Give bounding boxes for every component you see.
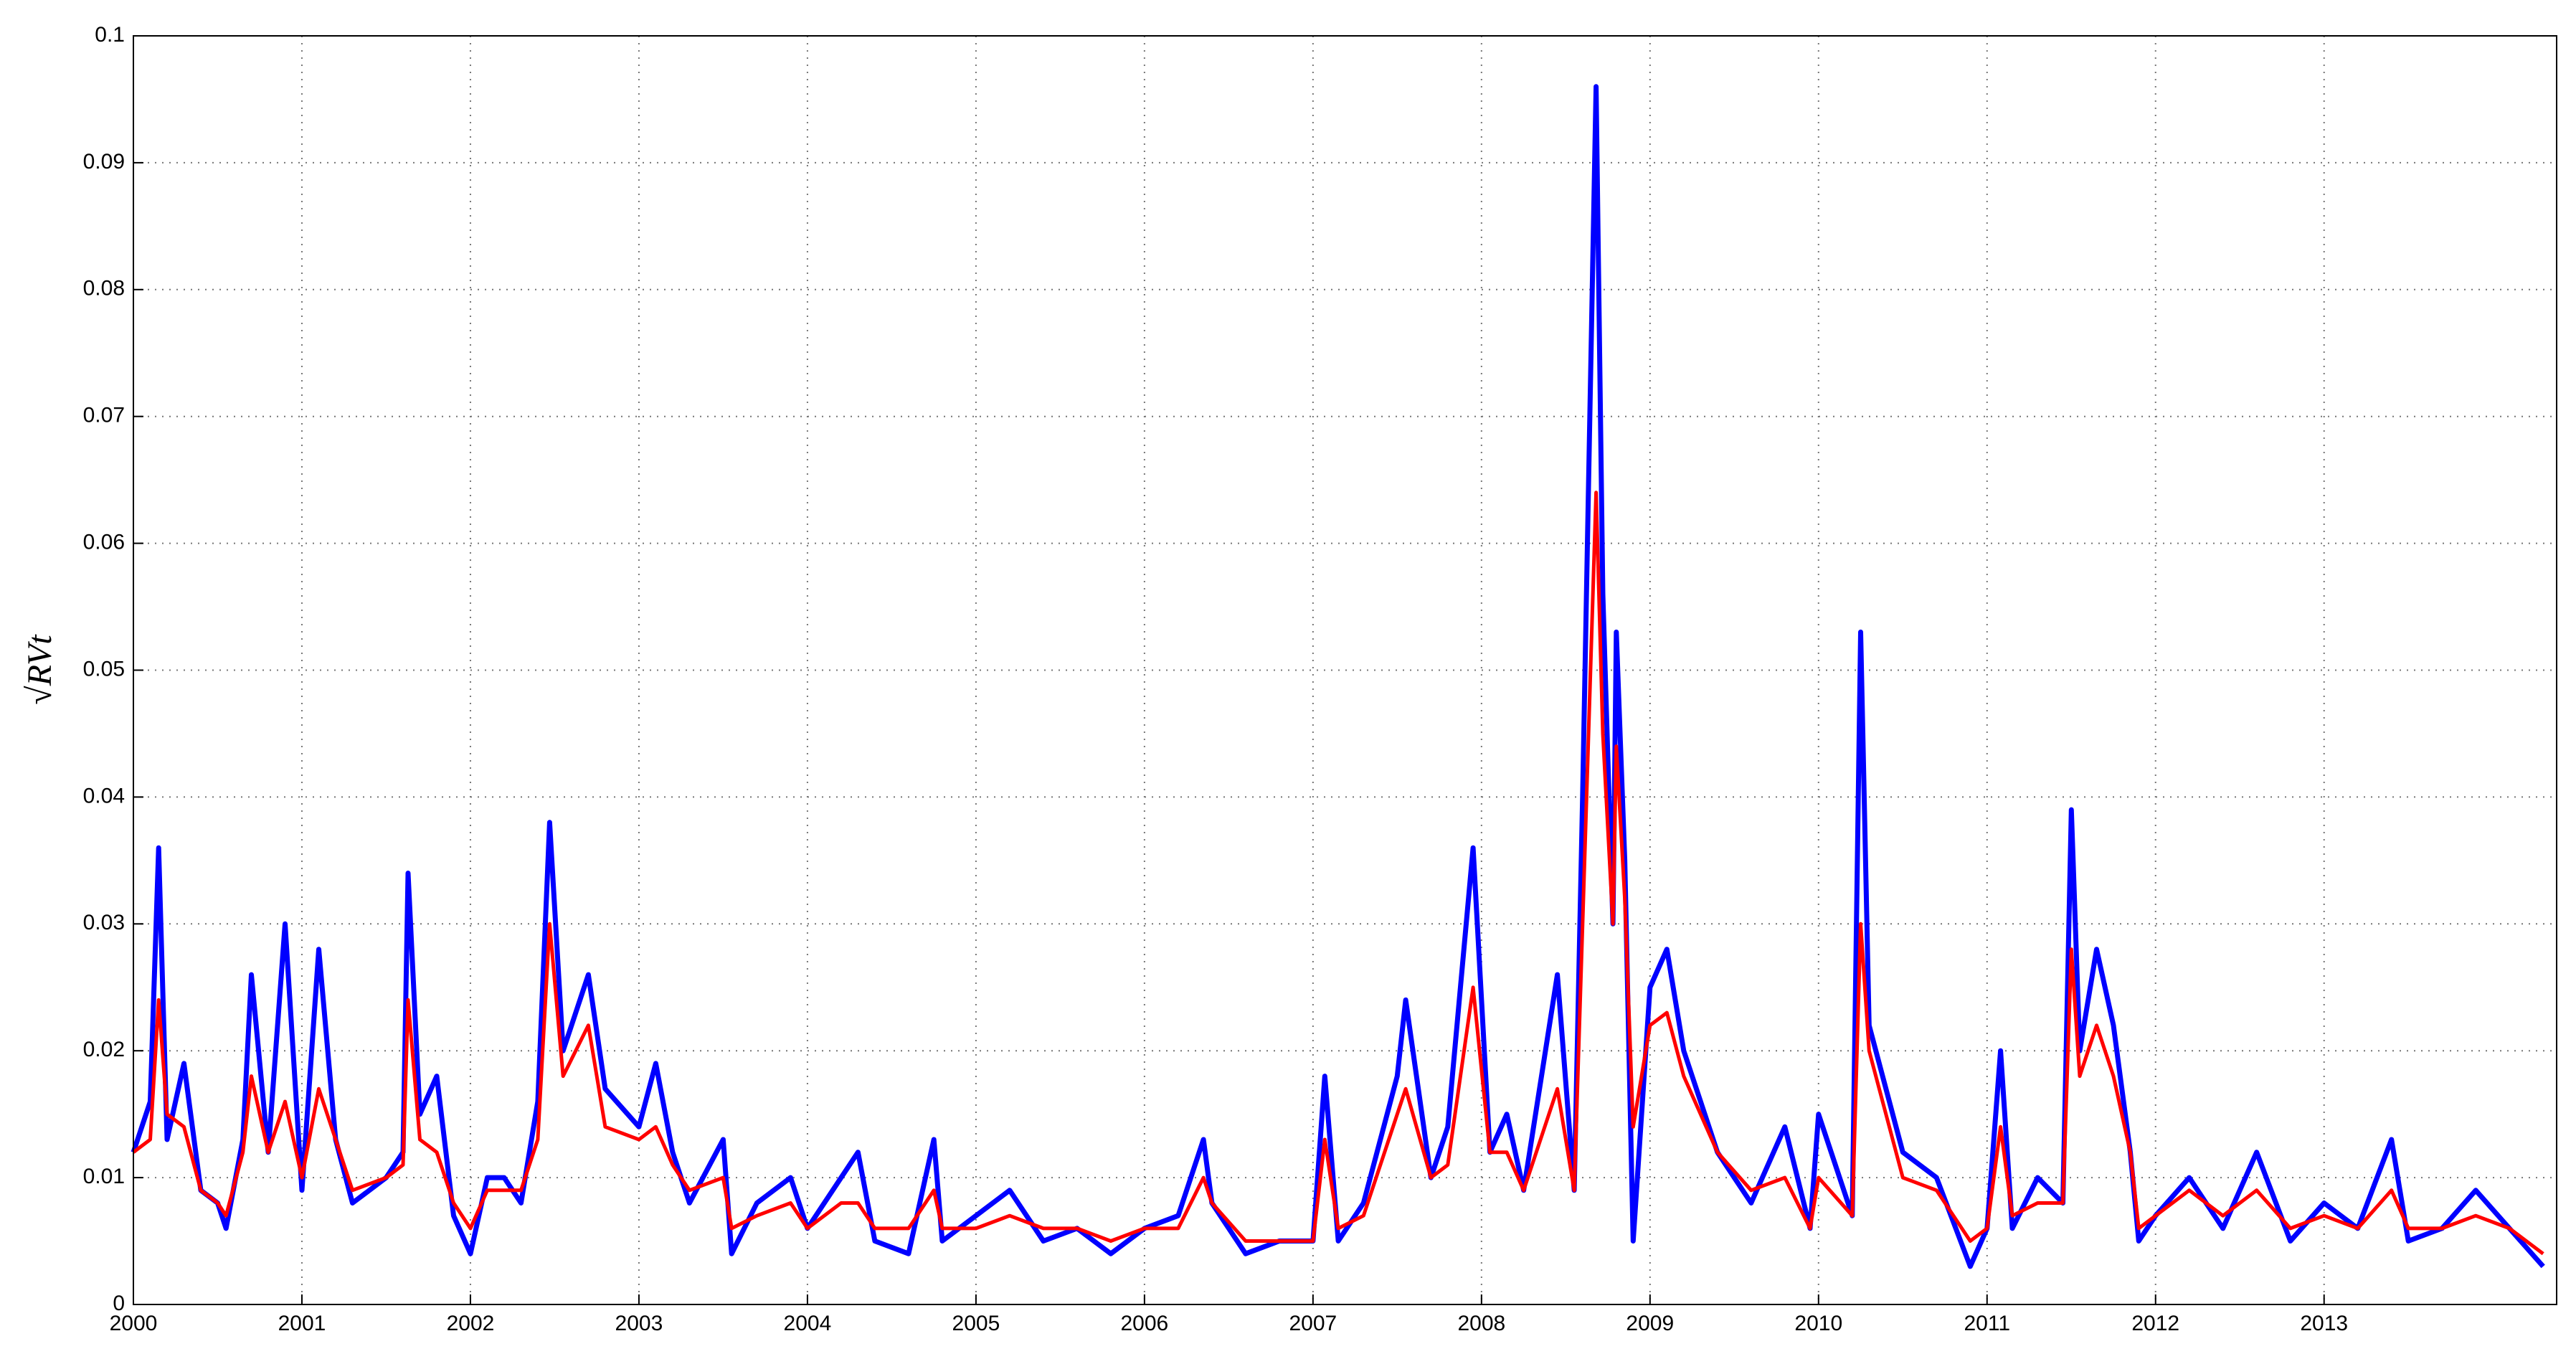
- x-tick-label: 2005: [952, 1312, 1000, 1335]
- x-tick-label: 2003: [615, 1312, 663, 1335]
- x-tick-label: 2000: [110, 1312, 158, 1335]
- x-tick-label: 2002: [447, 1312, 495, 1335]
- y-axis-label: √RVt: [21, 634, 59, 705]
- x-tick-label: 2013: [2300, 1312, 2348, 1335]
- x-tick-label: 2010: [1794, 1312, 1842, 1335]
- y-tick-label: 0.04: [83, 784, 125, 807]
- x-tick-label: 2001: [278, 1312, 326, 1335]
- x-tick-label: 2011: [1964, 1312, 2011, 1335]
- x-tick-label: 2009: [1626, 1312, 1674, 1335]
- series-line: [131, 84, 2545, 1269]
- plot-frame: [133, 35, 2557, 1305]
- y-tick-label: 0.06: [83, 531, 125, 554]
- y-tick-label: 0.1: [95, 23, 125, 47]
- y-tick-label: 0.07: [83, 404, 125, 427]
- x-tick-label: 2012: [2131, 1312, 2179, 1335]
- y-tick-label: 0.01: [83, 1165, 125, 1188]
- x-tick-label: 2004: [784, 1312, 832, 1335]
- y-tick-label: 0.08: [83, 277, 125, 300]
- y-tick-label: 0.05: [83, 657, 125, 681]
- y-tick-label: 0.03: [83, 911, 125, 934]
- y-tick-label: 0.09: [83, 150, 125, 174]
- series-line: [132, 491, 2544, 1256]
- y-tick-label: 0.02: [83, 1038, 125, 1061]
- x-tick-label: 2006: [1120, 1312, 1168, 1335]
- x-tick-label: 2008: [1457, 1312, 1505, 1335]
- x-tick-label: 2007: [1289, 1312, 1337, 1335]
- y-tick-label: 0: [113, 1292, 125, 1315]
